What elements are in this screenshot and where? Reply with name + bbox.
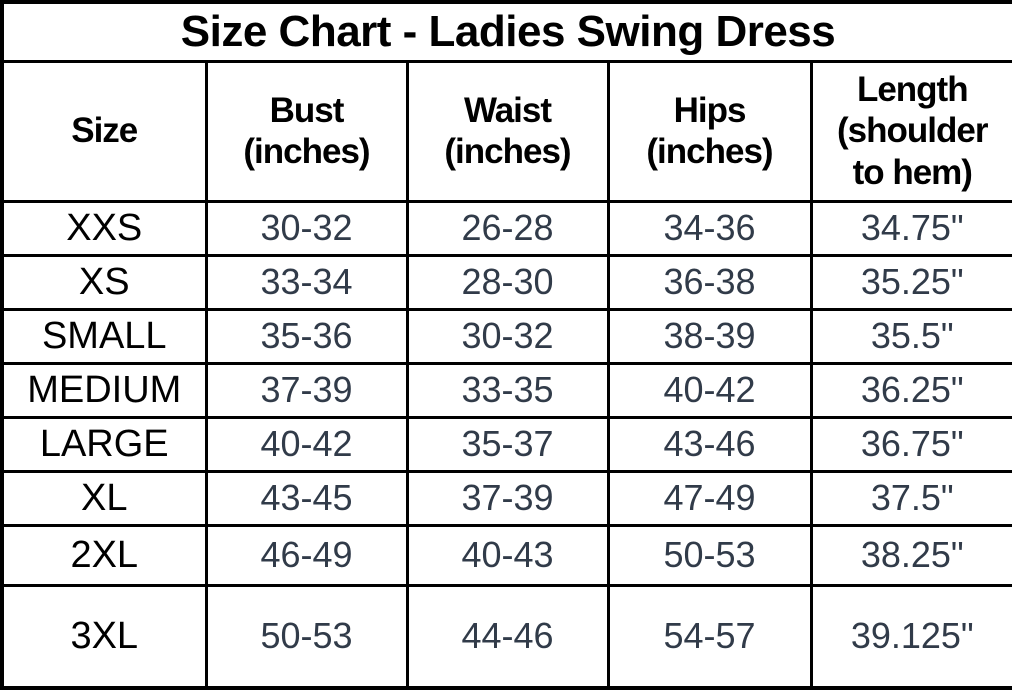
cell-waist: 28-30 <box>405 253 610 311</box>
cell-bust: 46-49 <box>204 523 409 587</box>
cell-length: 36.25" <box>809 361 1012 419</box>
table-row-xl: XL 43-45 37-39 47-49 37.5" <box>0 469 1012 527</box>
cell-length: 35.5" <box>809 307 1012 365</box>
cell-waist: 40-43 <box>405 523 610 587</box>
col-header-hips: Hips (inches) <box>606 59 813 203</box>
cell-hips: 50-53 <box>606 523 813 587</box>
header-row: Size Bust (inches) Waist (inches) Hips (… <box>0 59 1012 203</box>
table-row-xxs: XXS 30-32 26-28 34-36 34.75" <box>0 199 1012 257</box>
cell-size: LARGE <box>0 415 208 473</box>
cell-waist: 30-32 <box>405 307 610 365</box>
cell-bust: 33-34 <box>204 253 409 311</box>
table-row-small: SMALL 35-36 30-32 38-39 35.5" <box>0 307 1012 365</box>
table-row-3xl: 3XL 50-53 44-46 54-57 39.125" <box>0 583 1012 690</box>
cell-bust: 50-53 <box>204 583 409 690</box>
cell-size: 3XL <box>0 583 208 690</box>
cell-bust: 40-42 <box>204 415 409 473</box>
cell-hips: 34-36 <box>606 199 813 257</box>
cell-size: SMALL <box>0 307 208 365</box>
cell-size: XS <box>0 253 208 311</box>
table-row-large: LARGE 40-42 35-37 43-46 36.75" <box>0 415 1012 473</box>
cell-length: 34.75" <box>809 199 1012 257</box>
cell-length: 37.5" <box>809 469 1012 527</box>
cell-bust: 30-32 <box>204 199 409 257</box>
cell-hips: 38-39 <box>606 307 813 365</box>
cell-size: XL <box>0 469 208 527</box>
cell-size: XXS <box>0 199 208 257</box>
cell-size: MEDIUM <box>0 361 208 419</box>
chart-title: Size Chart - Ladies Swing Dress <box>0 0 1012 63</box>
cell-length: 39.125" <box>809 583 1012 690</box>
cell-hips: 36-38 <box>606 253 813 311</box>
cell-waist: 35-37 <box>405 415 610 473</box>
cell-hips: 54-57 <box>606 583 813 690</box>
cell-waist: 33-35 <box>405 361 610 419</box>
cell-waist: 26-28 <box>405 199 610 257</box>
table-row-medium: MEDIUM 37-39 33-35 40-42 36.25" <box>0 361 1012 419</box>
col-header-bust: Bust (inches) <box>204 59 409 203</box>
cell-length: 36.75" <box>809 415 1012 473</box>
cell-hips: 47-49 <box>606 469 813 527</box>
col-header-length: Length (shoulder to hem) <box>809 59 1012 203</box>
title-row: Size Chart - Ladies Swing Dress <box>0 0 1012 63</box>
cell-waist: 44-46 <box>405 583 610 690</box>
cell-length: 38.25" <box>809 523 1012 587</box>
cell-hips: 43-46 <box>606 415 813 473</box>
cell-hips: 40-42 <box>606 361 813 419</box>
cell-size: 2XL <box>0 523 208 587</box>
col-header-waist: Waist (inches) <box>405 59 610 203</box>
cell-bust: 35-36 <box>204 307 409 365</box>
cell-waist: 37-39 <box>405 469 610 527</box>
cell-length: 35.25" <box>809 253 1012 311</box>
table-row-2xl: 2XL 46-49 40-43 50-53 38.25" <box>0 523 1012 587</box>
cell-bust: 37-39 <box>204 361 409 419</box>
table-row-xs: XS 33-34 28-30 36-38 35.25" <box>0 253 1012 311</box>
cell-bust: 43-45 <box>204 469 409 527</box>
col-header-size: Size <box>0 59 208 203</box>
